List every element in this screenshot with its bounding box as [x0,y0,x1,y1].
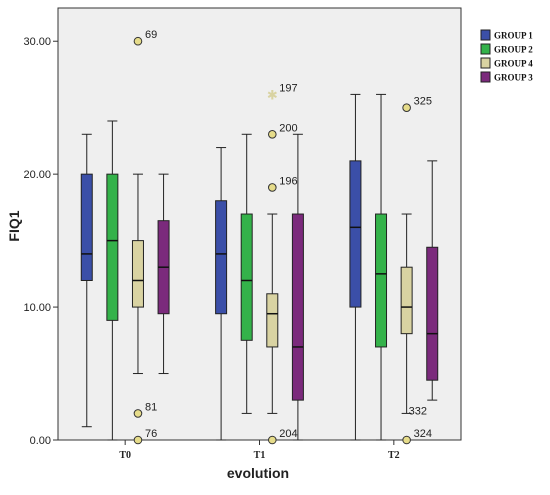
legend-swatch [480,29,491,41]
outlier-label: 196 [279,175,297,187]
legend-swatch [480,71,491,83]
y-tick-label: 30.00 [23,36,51,48]
y-axis-title: FIQ1 [6,210,22,241]
legend-swatch [480,43,491,55]
outlier-label: 204 [279,428,297,440]
box-group [375,93,388,441]
box [131,240,144,308]
outlier-star-marker: ✱ [267,87,278,102]
box-group [291,133,304,441]
box [240,213,253,341]
legend-label: GROUP 4 [494,59,533,69]
x-tick-label: T1 [254,450,266,461]
box-group [215,147,228,441]
y-tick-label: 0.00 [30,435,51,447]
box-group: ✱ 197 200 196 204 [266,82,298,445]
box-group: 69 81 76 [131,29,157,445]
box [400,266,413,335]
y-tick-label: 20.00 [23,169,51,181]
box [426,246,439,381]
box [106,173,119,321]
boxes-layer: 69 81 76 ✱ 197 200 196 204 325 324 332 [80,29,439,445]
box [215,200,228,315]
box [266,293,279,348]
outlier-marker [402,435,411,445]
box-group [240,133,253,414]
y-tick-label: 10.00 [23,302,51,314]
outlier-label: 69 [145,29,157,41]
outlier-label: 332 [409,405,427,417]
outlier-marker [133,409,143,418]
x-axis-title: evolution [227,465,289,481]
box-group [80,133,93,428]
outlier-marker [268,183,277,192]
outlier-label: 324 [414,428,432,440]
plot-area-background [57,7,462,441]
outlier-marker [133,435,143,445]
outlier-marker [133,36,143,46]
box-group [106,120,119,441]
legend-label: GROUP 3 [494,73,533,83]
outlier-label: 81 [145,401,157,413]
box-group [157,173,170,375]
box [349,160,362,308]
legend: GROUP 1 GROUP 2 GROUP 4 GROUP 3 [480,29,533,83]
outlier-label: 197 [279,82,297,94]
legend-label: GROUP 1 [494,31,533,41]
box [291,213,304,401]
x-tick-label: T2 [388,450,400,461]
box [80,173,93,281]
legend-label: GROUP 2 [494,45,533,55]
outlier-marker [402,103,411,112]
outlier-marker [268,129,277,139]
outlier-label: 76 [145,428,157,440]
x-tick-label: T0 [119,450,131,461]
outlier-label: 200 [279,122,297,134]
x-axis: T0 T1 T2 [119,440,400,461]
box-group [426,160,439,401]
outlier-label: 325 [414,96,432,108]
box-group: 325 324 332 [400,96,432,445]
legend-swatch [480,57,491,69]
outlier-marker [268,435,277,445]
box [375,213,388,348]
box-group [349,93,362,441]
y-axis: 0.00 10.00 20.00 30.00 [23,36,58,447]
